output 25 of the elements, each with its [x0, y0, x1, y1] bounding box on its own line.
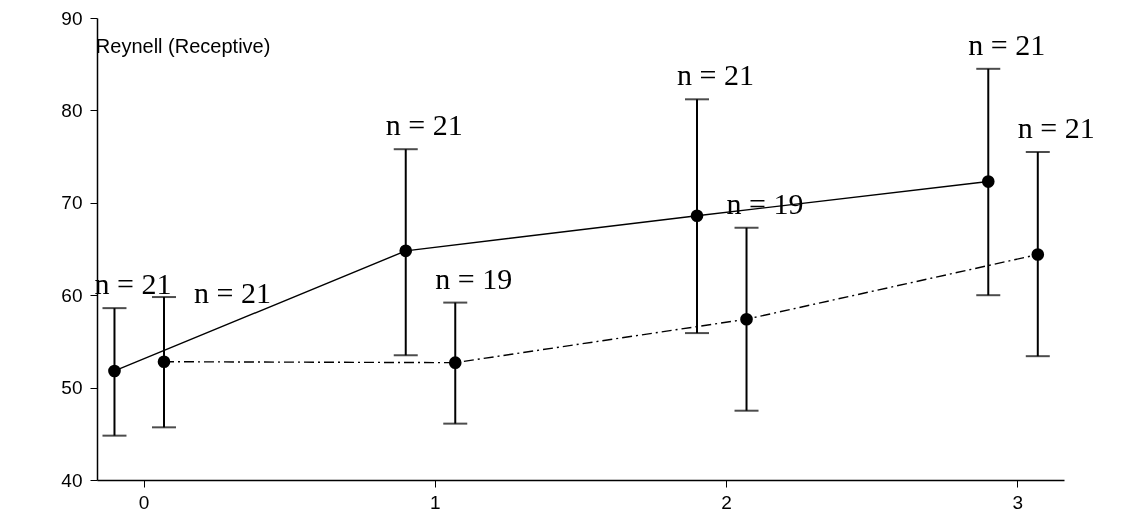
y-tick-label: 50: [61, 377, 83, 399]
point: [108, 364, 121, 378]
x-tick-label: 1: [430, 491, 441, 512]
annotation: n = 21: [193, 276, 271, 310]
point: [690, 209, 704, 223]
y-tick-label: 70: [61, 192, 83, 214]
x-tick-label: 0: [138, 491, 150, 512]
y-tick-label: 90: [61, 7, 83, 29]
annotation: n = 21: [1017, 110, 1095, 144]
point: [399, 244, 413, 258]
annotation: n = 19: [435, 261, 513, 295]
annotation: n = 21: [385, 108, 463, 142]
point: [1031, 248, 1045, 261]
x-tick-label: 2: [721, 491, 732, 512]
point: [157, 355, 171, 369]
x-tick-label: 3: [1012, 491, 1024, 512]
y-tick-label: 40: [61, 469, 83, 491]
point: [981, 175, 995, 188]
annotation: n = 21: [968, 27, 1046, 61]
y-tick-label: 60: [61, 284, 83, 306]
annotation: n = 21: [677, 58, 754, 92]
point: [740, 312, 753, 326]
y-tick-label: 80: [61, 99, 83, 121]
text: Reynell (Receptive): [95, 35, 271, 57]
point: [448, 356, 462, 369]
